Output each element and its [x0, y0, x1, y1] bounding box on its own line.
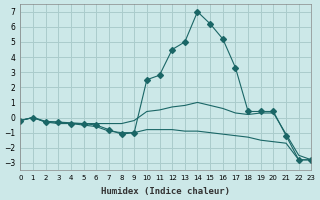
X-axis label: Humidex (Indice chaleur): Humidex (Indice chaleur) [101, 187, 230, 196]
